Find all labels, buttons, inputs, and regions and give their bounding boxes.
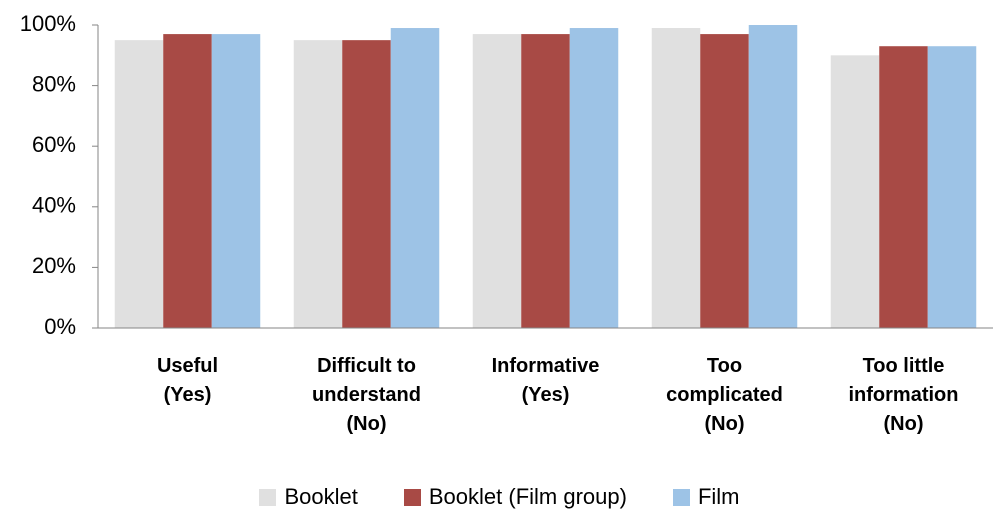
legend-swatch bbox=[403, 488, 421, 506]
bar bbox=[748, 25, 798, 328]
y-tick-label: 60% bbox=[32, 132, 76, 157]
bar bbox=[700, 34, 749, 329]
legend-swatch bbox=[259, 488, 277, 506]
legend-swatch bbox=[672, 488, 690, 506]
bar bbox=[651, 28, 701, 329]
bar bbox=[472, 34, 522, 329]
legend-label: Booklet (Film group) bbox=[428, 484, 627, 509]
bar bbox=[211, 34, 261, 329]
legend-item: Booklet (Film group) bbox=[403, 484, 627, 510]
x-tick-label: Difficult to understand (No) bbox=[312, 355, 421, 435]
y-tick-label: 40% bbox=[32, 193, 76, 218]
bar bbox=[521, 34, 570, 329]
x-tick-label: Too little information (No) bbox=[848, 355, 959, 435]
x-tick-label: Too complicated (No) bbox=[666, 355, 783, 435]
legend-item: Booklet bbox=[259, 484, 358, 510]
bar bbox=[830, 55, 880, 329]
legend-item: Film bbox=[672, 484, 740, 510]
bar bbox=[569, 28, 619, 329]
bar bbox=[114, 40, 164, 329]
x-tick-label: Informative (Yes) bbox=[491, 355, 600, 406]
bar bbox=[879, 46, 928, 329]
bar bbox=[293, 40, 343, 329]
y-tick-label: 0% bbox=[44, 314, 76, 339]
x-tick-label: Useful (Yes) bbox=[156, 355, 219, 406]
bar bbox=[927, 46, 977, 329]
legend-label: Film bbox=[697, 484, 740, 509]
legend-label: Booklet bbox=[284, 484, 358, 509]
y-tick-label: 100% bbox=[20, 11, 76, 36]
y-tick-label: 80% bbox=[32, 71, 76, 96]
y-tick-label: 20% bbox=[32, 253, 76, 278]
legend: Booklet Booklet (Film group) Film bbox=[0, 484, 999, 510]
bar bbox=[390, 28, 440, 329]
bar bbox=[163, 34, 212, 329]
bar bbox=[342, 40, 391, 329]
